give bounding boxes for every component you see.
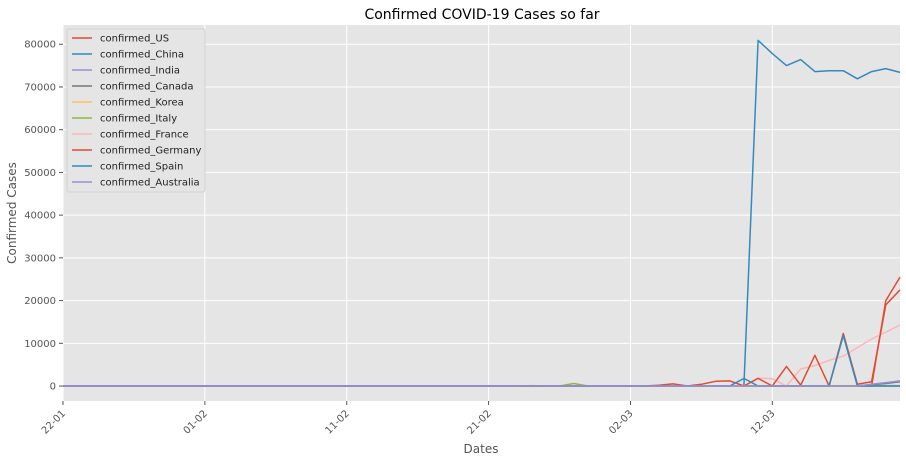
legend-label: confirmed_Korea [100,98,184,109]
x-tick-label: 11-02 [324,408,352,436]
x-tick-label: 01-02 [182,408,210,436]
chart-title: Confirmed COVID-19 Cases so far [364,7,599,23]
legend-label: confirmed_Australia [100,178,200,189]
legend-label: confirmed_Germany [100,146,201,157]
legend-label: confirmed_Canada [100,82,193,93]
x-axis-label: Dates [464,442,499,456]
legend-label: confirmed_China [100,50,184,61]
y-tick-label: 10000 [24,339,56,350]
x-tick-label: 02-03 [607,408,635,436]
legend-box [66,28,206,193]
y-tick-label: 0 [50,382,56,393]
y-tick-label: 80000 [24,40,56,51]
y-tick-label: 20000 [24,296,56,307]
series-line-confirmed-australia [63,380,901,387]
legend-label: confirmed_India [100,66,180,77]
y-tick-label: 70000 [24,82,56,93]
legend-label: confirmed_Spain [100,162,183,173]
x-tick-label: 12-03 [749,408,777,436]
y-axis-label: Confirmed Cases [5,162,19,264]
x-axis-ticks: 22-01 01-02 11-02 21-02 02-03 12-03 [40,401,777,437]
legend-label: confirmed_France [100,130,189,141]
y-tick-label: 60000 [24,125,56,136]
legend-label: confirmed_US [100,34,169,45]
legend: confirmed_US confirmed_China confirmed_Ind… [66,28,206,193]
y-tick-label: 40000 [24,211,56,222]
x-tick-label: 21-02 [465,408,493,436]
y-tick-label: 50000 [24,168,56,179]
x-tick-label: 22-01 [40,408,68,436]
y-axis-ticks: 0 10000 20000 30000 40000 50000 60000 70000 8000… [24,40,63,393]
legend-label: confirmed_Italy [100,114,177,125]
series-lines [63,39,901,387]
y-tick-label: 30000 [24,253,56,264]
